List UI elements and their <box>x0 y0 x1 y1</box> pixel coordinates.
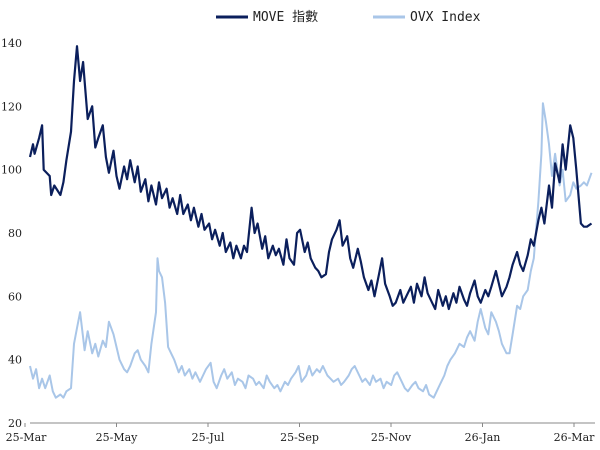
y-tick-label: 100 <box>1 164 22 177</box>
x-tick-label: 25-Nov <box>371 431 412 444</box>
x-tick-label: 26-Jan <box>465 431 501 444</box>
x-tick-label: 26-Mar <box>554 431 596 444</box>
legend-label-ovx: OVX Index <box>410 10 481 25</box>
x-tick-label: 25-Jul <box>192 431 225 444</box>
series-line-ovx <box>29 102 593 399</box>
series-layer <box>28 45 593 399</box>
y-tick-label: 60 <box>8 290 22 303</box>
x-tick-label: 25-Sep <box>280 431 319 444</box>
x-tick-label: 25-May <box>96 431 139 444</box>
y-tick-label: 20 <box>8 417 22 430</box>
y-tick-label: 140 <box>1 37 22 50</box>
x-axis-tick-labels: 25-Mar 25-May 25-Jul 25-Sep 25-Nov 26-Jan 26-M… <box>6 423 596 444</box>
legend: MOVE 指數 OVX Index <box>216 10 481 25</box>
y-tick-label: 120 <box>1 100 22 113</box>
legend-label-move: MOVE 指數 <box>253 10 318 25</box>
y-axis-tick-labels: 20 40 60 80 100 120 140 <box>1 37 22 430</box>
y-tick-label: 80 <box>8 227 22 240</box>
series-line-move <box>28 45 593 311</box>
x-tick-label: 25-Mar <box>6 431 48 444</box>
y-tick-label: 40 <box>8 354 22 367</box>
